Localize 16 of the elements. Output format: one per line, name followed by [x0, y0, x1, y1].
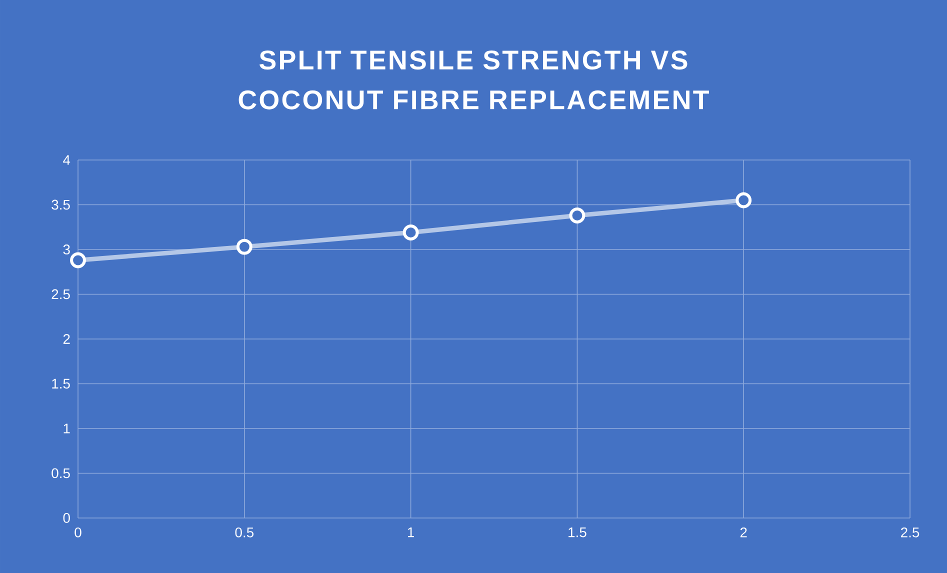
x-tick-label: 2.5 — [901, 527, 920, 538]
chart-title: SPLIT TENSILE STRENGTH VS COCONUT FIBRE REPLACEMENT — [238, 50, 709, 110]
x-tick-label: 1 — [408, 528, 414, 538]
y-tick-label: 0 — [63, 513, 70, 523]
y-tick-label: 2.5 — [52, 289, 70, 300]
y-tick-label: 1.5 — [52, 378, 70, 389]
y-tick-label: 4 — [63, 155, 70, 165]
y-tick-label: 2 — [63, 334, 70, 344]
y-tick-label: 1 — [64, 424, 70, 434]
y-tick-label: 0.5 — [52, 468, 70, 478]
x-tick-label: 0 — [74, 527, 82, 538]
x-tick-label: 2 — [740, 527, 747, 538]
x-tick-label: 0.5 — [235, 527, 254, 538]
y-tick-label: 3.5 — [52, 200, 70, 210]
x-tick-label: 1.5 — [568, 528, 586, 538]
y-tick-label: 3 — [63, 244, 70, 254]
